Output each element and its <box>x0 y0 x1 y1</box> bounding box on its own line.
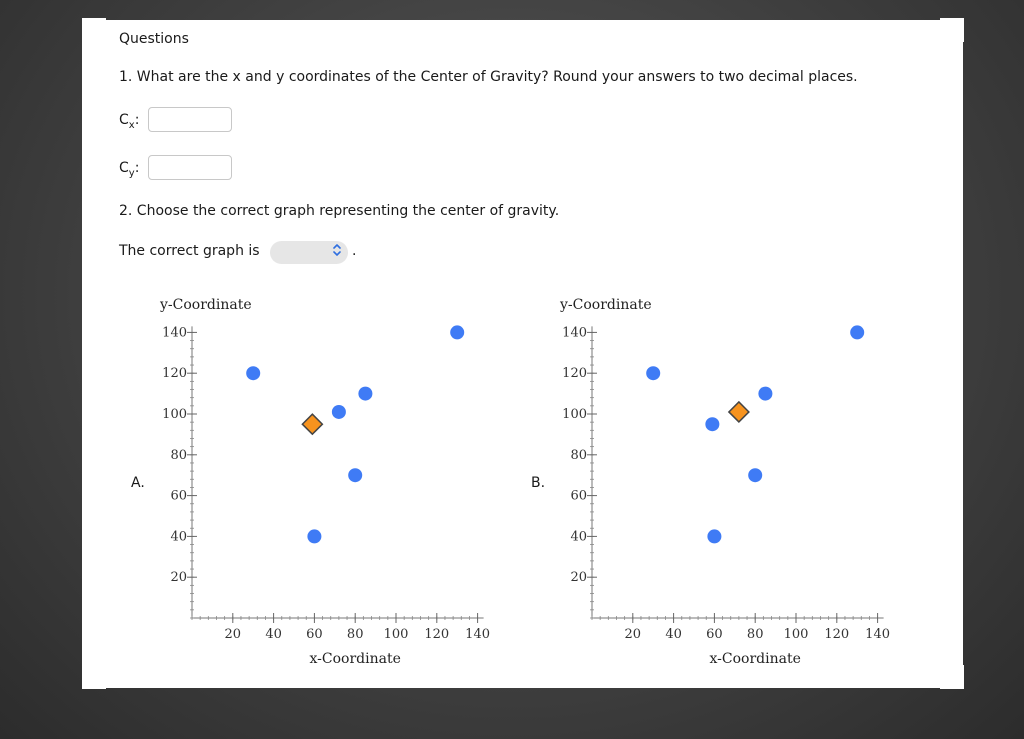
questions-card: Questions 1. What are the x and y coordi… <box>82 20 963 688</box>
answer-period: . <box>352 243 357 259</box>
y-tick-label: 100 <box>162 407 187 422</box>
x-tick-label: 100 <box>384 627 409 642</box>
x-tick-label: 120 <box>824 627 849 642</box>
chart-a: 20 40 60 80 100 120 140 20 40 60 80 100 120 140 y-Coor… <box>159 297 490 667</box>
y-tick-label: 20 <box>570 570 587 585</box>
answer-prefix: The correct graph is <box>119 243 260 259</box>
y-tick-label: 140 <box>162 325 187 340</box>
y-axis-label: y-Coordinate <box>559 297 652 313</box>
y-tick-label: 40 <box>570 529 587 544</box>
x-axis-label: x-Coordinate <box>310 651 401 667</box>
data-point <box>758 386 773 401</box>
y-tick-label: 20 <box>170 570 187 585</box>
y-tick-label: 120 <box>162 366 187 381</box>
data-point <box>450 325 465 340</box>
x-tick-label: 80 <box>747 627 764 642</box>
data-point <box>307 529 322 544</box>
y-tick-label: 100 <box>562 407 587 422</box>
page-title: Questions <box>119 31 189 47</box>
y-axis-label: y-Coordinate <box>159 297 252 313</box>
cy-label-main: C <box>119 160 129 176</box>
option-a-label: A. <box>131 475 145 491</box>
y-tick-label: 80 <box>570 448 587 463</box>
cy-label-sub: y <box>128 167 135 179</box>
x-tick-label: 20 <box>625 627 642 642</box>
x-tick-label: 40 <box>665 627 682 642</box>
x-tick-label: 140 <box>865 627 890 642</box>
data-point <box>358 386 373 401</box>
data-point <box>850 325 865 340</box>
x-tick-label: 60 <box>706 627 723 642</box>
cx-input[interactable] <box>148 107 232 132</box>
x-tick-label: 120 <box>424 627 449 642</box>
data-point <box>331 404 346 419</box>
center-of-gravity-marker <box>301 413 324 436</box>
cx-label-colon: : <box>134 112 140 128</box>
y-tick-label: 120 <box>562 366 587 381</box>
cy-input[interactable] <box>148 155 232 180</box>
question-1-text: 1. What are the x and y coordinates of t… <box>119 69 858 85</box>
chart-b: 20 40 60 80 100 120 140 20 40 60 80 100 120 140 y-Coor… <box>559 297 890 667</box>
y-tick-label: 60 <box>570 489 587 504</box>
cx-label-sub: x <box>128 119 135 131</box>
data-point <box>707 529 722 544</box>
data-point <box>748 468 763 483</box>
center-of-gravity-marker <box>727 400 750 424</box>
question-2-text: 2. Choose the correct graph representing… <box>119 203 560 219</box>
x-tick-label: 100 <box>784 627 809 642</box>
cy-label-colon: : <box>134 160 140 176</box>
x-tick-label: 40 <box>265 627 282 642</box>
data-point <box>348 468 363 483</box>
data-point <box>246 366 261 381</box>
data-point <box>705 417 720 432</box>
cy-label: Cy: <box>119 160 139 179</box>
graph-select[interactable] <box>270 241 348 264</box>
x-tick-label: 60 <box>306 627 323 642</box>
x-tick-label: 140 <box>465 627 490 642</box>
y-tick-label: 40 <box>170 529 187 544</box>
x-tick-label: 20 <box>225 627 242 642</box>
y-tick-label: 80 <box>170 448 187 463</box>
up-down-chevron-icon <box>332 243 342 263</box>
option-b-label: B. <box>531 475 546 491</box>
data-point <box>646 366 661 381</box>
x-axis-label: x-Coordinate <box>710 651 801 667</box>
x-tick-label: 80 <box>347 627 364 642</box>
y-tick-label: 60 <box>170 489 187 504</box>
y-tick-label: 140 <box>562 325 587 340</box>
cx-label-main: C <box>119 112 129 128</box>
cx-label: Cx: <box>119 112 139 131</box>
